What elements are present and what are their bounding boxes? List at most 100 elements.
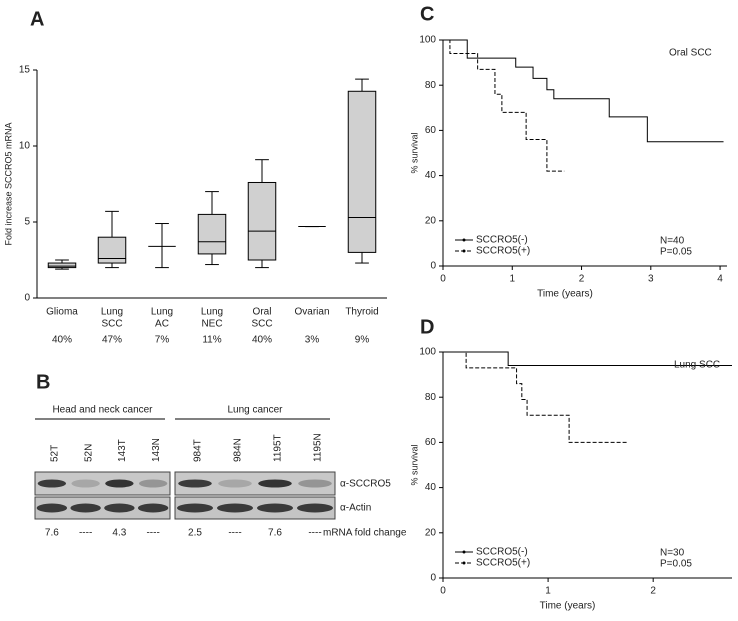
lane-label: 1195N [313,433,324,462]
x-axis-label: Time (years) [537,289,593,300]
panel-letter: D [420,316,434,338]
fold-change: 7.6 [268,528,282,539]
fold-change-label: mRNA fold change [323,528,407,539]
band [257,503,293,513]
box [47,262,77,269]
y-axis-label: % survival [409,444,419,485]
legend-label: SCCRO5(-) [476,547,528,558]
annotation-p: P=0.05 [660,559,692,570]
legend-label: SCCRO5(+) [476,246,530,257]
blot-background [174,471,336,496]
y-tick-label: 100 [419,35,436,46]
x-tick-label: 2 [579,274,585,285]
y-tick-label: 80 [425,80,437,91]
annotation-n: N=30 [660,548,685,559]
y-tick-label: 80 [425,392,437,403]
x-tick-label: 0 [440,586,446,597]
band [36,503,68,513]
x-tick-label: AC [155,319,169,330]
x-tick-label: SCC [101,319,122,330]
y-tick-label: 0 [430,261,436,272]
survival-curve [443,39,724,143]
annotation-n: N=40 [660,236,685,247]
band [70,503,101,513]
y-tick-label: 0 [430,573,436,584]
band [177,503,213,513]
band [138,479,168,488]
y-tick-label: 60 [425,125,437,136]
y-tick-label: 10 [19,141,31,152]
x-tick-label: Thyroid [345,307,378,318]
legend-marker [462,249,466,253]
box [247,181,277,261]
lane-label: 1195T [273,434,284,462]
band-label: α-SCCRO5 [340,479,391,490]
fold-change: ---- [146,528,159,539]
y-tick-label: 40 [425,170,437,181]
sample-label: 40% [52,335,72,346]
lane-label: 143T [117,439,128,462]
band [218,479,252,488]
y-tick-label: 5 [24,217,30,228]
y-tick-label: 20 [425,215,437,226]
survival-curve [443,39,565,172]
y-axis-label: Fold increase SCCRO5 mRNA [3,122,13,245]
band [104,503,135,513]
band [105,479,134,488]
y-tick-label: 60 [425,437,437,448]
x-tick-label: Ovarian [294,307,329,318]
band [137,503,169,513]
annotation-p: P=0.05 [660,247,692,258]
lane-label: 52N [83,444,94,462]
sample-label: 40% [252,335,272,346]
blot-background [34,471,171,496]
x-tick-label: 1 [545,586,551,597]
sample-label: 47% [102,335,122,346]
band [258,479,292,488]
y-tick-label: 0 [24,293,30,304]
lane-label: 984N [233,438,244,462]
band [217,503,253,513]
y-tick-label: 40 [425,482,437,493]
fold-change: ---- [308,528,321,539]
lane-label: 143N [151,438,162,462]
legend-label: SCCRO5(-) [476,235,528,246]
x-tick-label: 2 [650,586,656,597]
x-tick-label: NEC [201,319,222,330]
legend-marker [462,550,466,554]
y-axis-label: % survival [409,132,419,173]
legend-label: SCCRO5(+) [476,558,530,569]
group-title: Head and neck cancer [52,405,153,416]
annotation-title: Oral SCC [669,48,712,59]
group-title: Lung cancer [227,405,283,416]
blot-background [174,496,336,520]
y-tick-label: 20 [425,527,437,538]
legend-marker [462,238,466,242]
sample-label: 11% [202,335,221,346]
fold-change: 2.5 [188,528,202,539]
x-tick-label: 1 [509,274,515,285]
panel-letter: A [30,8,44,30]
x-tick-label: 3 [648,274,654,285]
x-tick-label: 0 [440,274,446,285]
x-tick-label: Lung [101,307,123,318]
x-tick-label: Lung [201,307,223,318]
y-tick-label: 15 [19,65,31,76]
x-tick-label: Lung [151,307,173,318]
y-tick-label: 100 [419,347,436,358]
panel-letter: B [36,371,50,393]
sample-label: 3% [305,335,320,346]
fold-change: 7.6 [45,528,59,539]
sample-label: 9% [355,335,370,346]
box [347,90,377,253]
band [178,479,212,488]
panel-letter: C [420,3,434,25]
sample-label: 7% [155,335,170,346]
lane-label: 984T [193,439,204,462]
survival-curve [443,351,627,443]
band [37,479,67,488]
x-tick-label: Oral [253,307,272,318]
x-axis-label: Time (years) [540,601,596,612]
box [197,213,227,255]
